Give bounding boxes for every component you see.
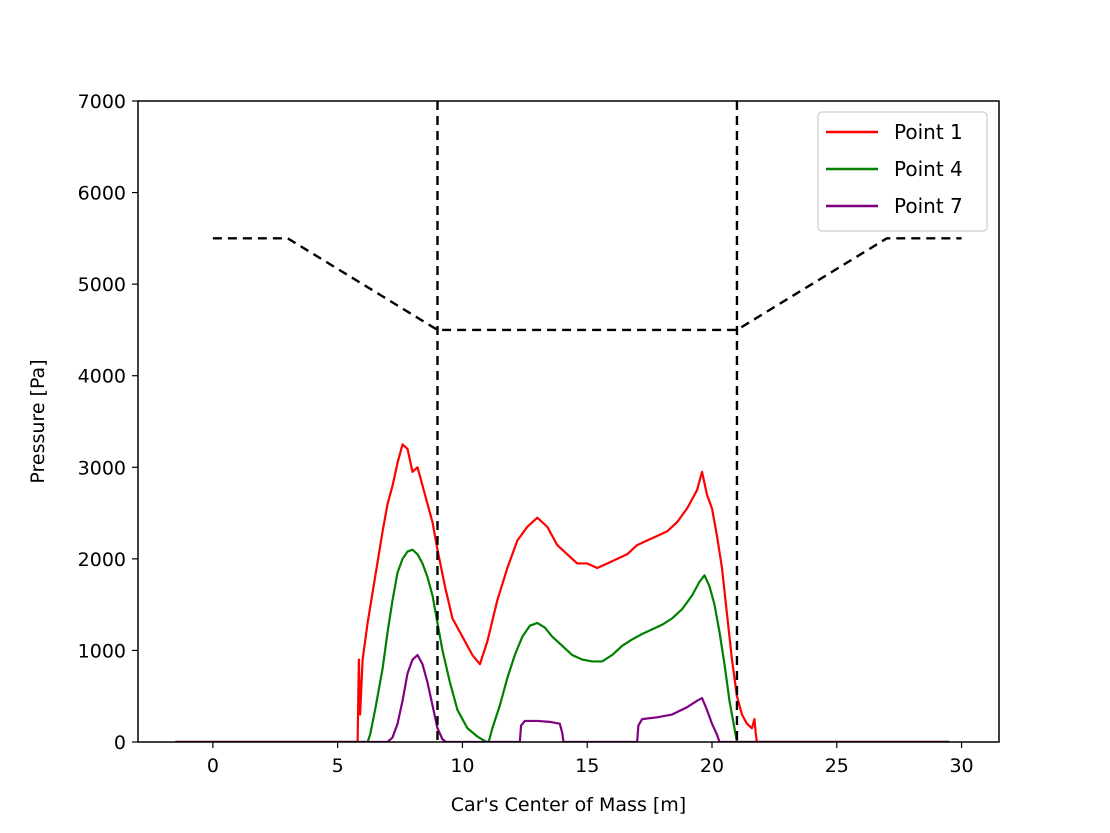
y-tick-label: 6000 <box>78 183 126 205</box>
x-tick-label: 10 <box>450 755 474 777</box>
y-tick-label: 3000 <box>78 457 126 479</box>
x-tick-label: 0 <box>207 755 219 777</box>
series-line-point-1 <box>175 443 950 742</box>
threshold-dashed-line <box>212 237 962 332</box>
y-tick-label: 5000 <box>78 274 126 296</box>
plot-frame <box>137 100 1000 743</box>
y-tick-label: 7000 <box>78 91 126 113</box>
legend-box <box>817 111 988 232</box>
vertical-lines <box>436 101 739 742</box>
y-axis-label: Pressure [Pa] <box>27 359 49 483</box>
x-tick-label: 15 <box>575 755 599 777</box>
x-tick-label: 5 <box>332 755 344 777</box>
series-line-point-7 <box>175 653 950 742</box>
legend-label: Point 1 <box>894 120 963 144</box>
y-tick-label: 1000 <box>78 640 126 662</box>
y-tick-label: 2000 <box>78 549 126 571</box>
x-axis-label: Car's Center of Mass [m] <box>451 794 686 816</box>
legend-label: Point 7 <box>894 194 963 218</box>
y-tick-label: 0 <box>114 732 126 754</box>
y-axis-ticks: 0 1000 2000 3000 4000 5000 6000 7000 <box>78 91 138 754</box>
y-tick-label: 4000 <box>78 366 126 388</box>
x-tick-label: 20 <box>700 755 724 777</box>
legend-label: Point 4 <box>894 157 963 181</box>
series-line-point-4 <box>175 548 950 742</box>
legend: Point 1 Point 4 Point 7 <box>817 111 988 232</box>
series-layer <box>175 237 962 742</box>
x-tick-label: 30 <box>949 755 973 777</box>
x-axis-ticks: 0 5 10 15 20 25 30 <box>207 742 974 777</box>
x-tick-label: 25 <box>825 755 849 777</box>
